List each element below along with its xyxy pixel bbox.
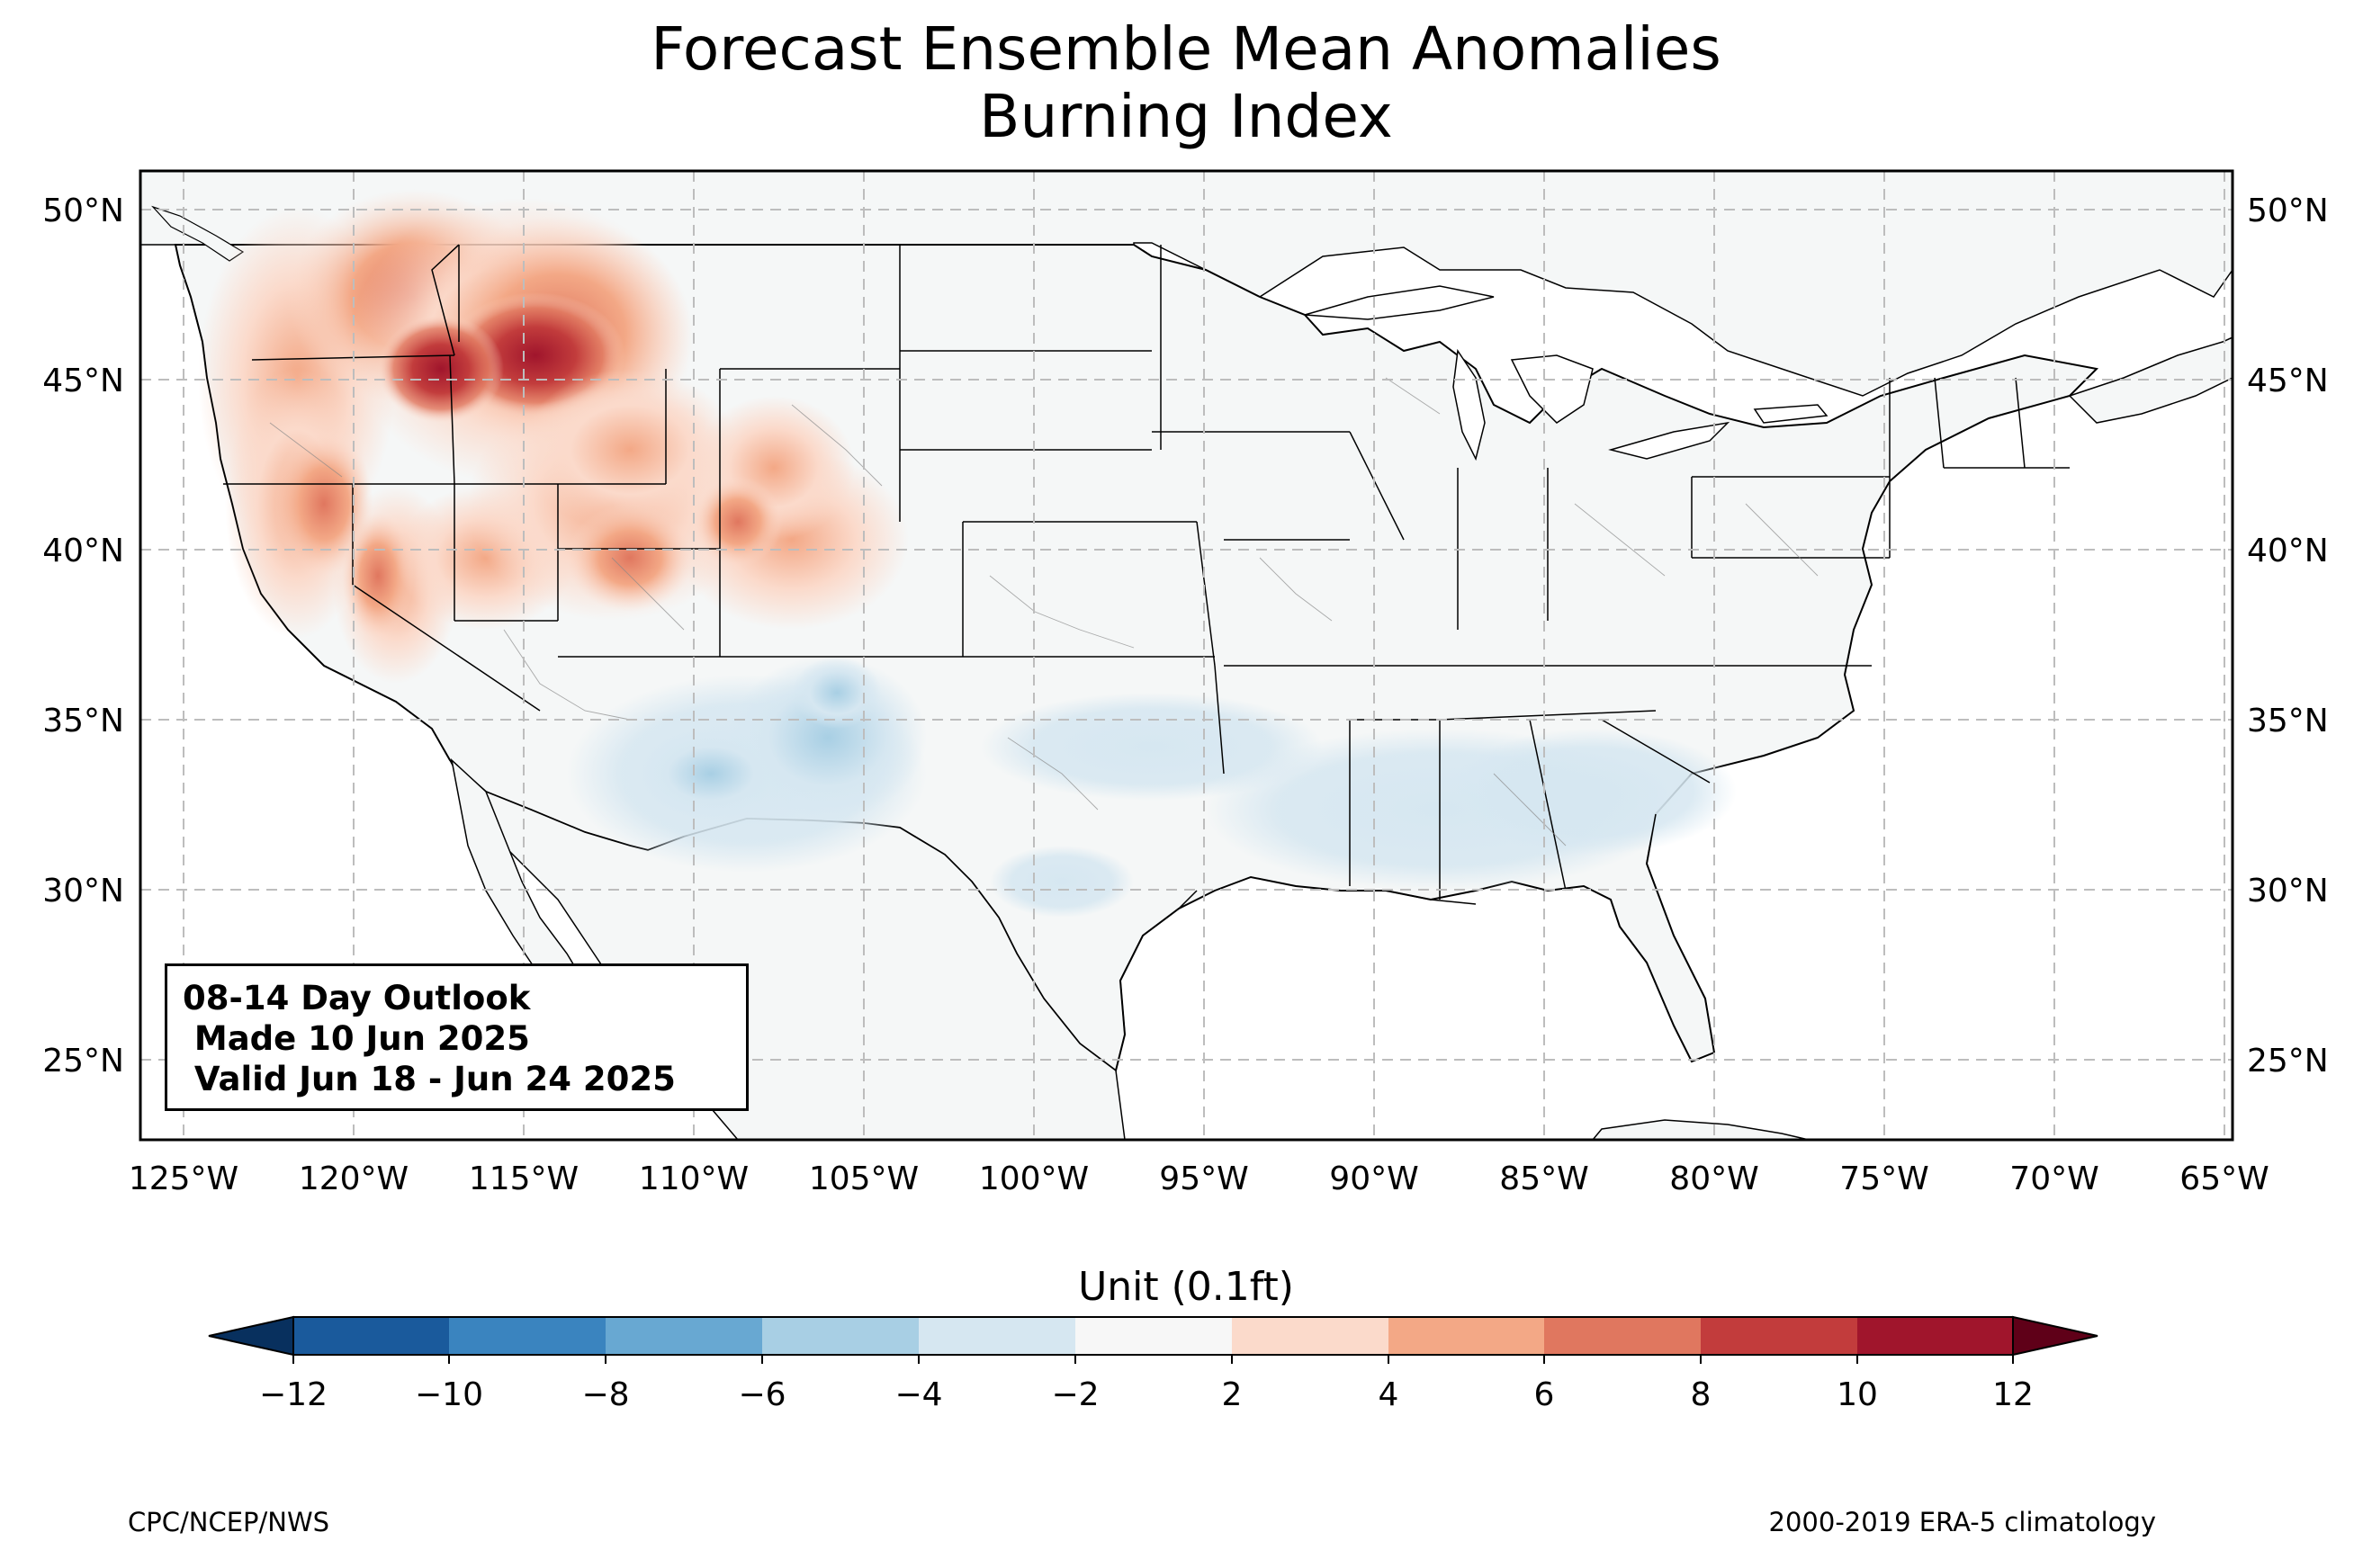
colorbar-over-arrow — [2012, 1315, 2098, 1357]
colorbar-bin — [762, 1317, 919, 1355]
lat-tick: 45°N — [2247, 363, 2329, 399]
lon-tick: 80°W — [1669, 1160, 1758, 1197]
lon-tick: 65°W — [2179, 1160, 2269, 1197]
colorbar-tick: 2 — [1222, 1376, 1243, 1413]
colorbar-under-arrow — [208, 1315, 294, 1357]
colorbar-bin — [1075, 1317, 1232, 1355]
latitude-ticks-right: 50°N 45°N 40°N 35°N 30°N 25°N — [2247, 193, 2329, 1080]
map-content — [140, 171, 2233, 1140]
lon-tick: 95°W — [1159, 1160, 1248, 1197]
lat-tick: 30°N — [42, 873, 124, 909]
lon-tick: 105°W — [809, 1160, 919, 1197]
colorbar-bin — [293, 1317, 449, 1355]
colorbar-tick: −6 — [738, 1376, 786, 1413]
colorbar-tick: 6 — [1534, 1376, 1555, 1413]
outlook-valid-range: Valid Jun 18 - Jun 24 2025 — [183, 1060, 676, 1098]
lat-tick: 30°N — [2247, 873, 2329, 909]
lat-tick: 25°N — [42, 1043, 124, 1080]
map-title-line1: Forecast Ensemble Mean Anomalies — [651, 14, 1721, 84]
lat-tick: 35°N — [42, 703, 124, 739]
outlook-info-box: 08-14 Day Outlook Made 10 Jun 2025 Valid… — [165, 963, 749, 1111]
lon-tick: 85°W — [1499, 1160, 1588, 1197]
lon-tick: 125°W — [129, 1160, 238, 1197]
lon-tick: 70°W — [2009, 1160, 2098, 1197]
lon-tick: 115°W — [469, 1160, 579, 1197]
colorbar-border — [292, 1316, 2014, 1356]
great-lakes — [1304, 285, 1828, 461]
outlook-period: 08-14 Day Outlook — [183, 979, 531, 1017]
colorbar-tick: 12 — [1992, 1376, 2034, 1413]
colorbar-tick: 10 — [1837, 1376, 1878, 1413]
colorbar-bin — [1701, 1317, 1857, 1355]
minor-boundaries — [269, 377, 1819, 847]
colorbar-bin — [919, 1317, 1075, 1355]
outlook-made-date: Made 10 Jun 2025 — [183, 1019, 530, 1058]
nova-scotia-land — [2068, 336, 2233, 424]
graticule — [140, 171, 2233, 1140]
lat-tick: 50°N — [2247, 193, 2329, 229]
colorbar-bin — [449, 1317, 606, 1355]
lat-tick: 40°N — [42, 533, 124, 569]
lon-tick: 75°W — [1839, 1160, 1928, 1197]
colorbar-bin — [1388, 1317, 1544, 1355]
lat-tick: 45°N — [42, 363, 124, 399]
colorbar-bin — [1232, 1317, 1388, 1355]
footer-climatology: 2000-2019 ERA-5 climatology — [1768, 1507, 2156, 1537]
lat-tick: 25°N — [2247, 1043, 2329, 1080]
colorbar-tick: 8 — [1691, 1376, 1712, 1413]
coast-overlay — [175, 244, 1715, 1071]
colorbar-tick: −4 — [894, 1376, 942, 1413]
lon-tick: 120°W — [299, 1160, 409, 1197]
colorbar-bin — [1857, 1317, 2013, 1355]
lat-tick: 40°N — [2247, 533, 2329, 569]
lat-tick: 35°N — [2247, 703, 2329, 739]
colorbar: −12 −10 −8 −6 −4 −2 2 4 6 8 10 12 — [208, 1315, 2098, 1413]
colorbar-tick: −8 — [581, 1376, 629, 1413]
latitude-ticks-left: 50°N 45°N 40°N 35°N 30°N 25°N — [42, 193, 124, 1080]
lon-tick: 100°W — [979, 1160, 1089, 1197]
footer-source: CPC/NCEP/NWS — [128, 1507, 330, 1537]
map-title-line2: Burning Index — [979, 82, 1393, 151]
lon-tick: 90°W — [1329, 1160, 1418, 1197]
colorbar-label: Unit (0.1ft) — [1078, 1264, 1294, 1310]
lat-tick: 50°N — [42, 193, 124, 229]
longitude-ticks: 125°W 120°W 115°W 110°W 105°W 100°W 95°W… — [129, 1160, 2269, 1197]
colorbar-tick: −2 — [1051, 1376, 1099, 1413]
colorbar-bin — [606, 1317, 762, 1355]
lon-tick: 110°W — [639, 1160, 749, 1197]
colorbar-tick: −12 — [259, 1376, 328, 1413]
colorbar-tick: 4 — [1379, 1376, 1399, 1413]
colorbar-tick: −10 — [415, 1376, 483, 1413]
colorbar-tick-marks — [292, 1355, 2014, 1364]
cuba-land — [1592, 1119, 1810, 1140]
map-border — [139, 169, 2234, 1142]
colorbar-bin — [1544, 1317, 1701, 1355]
